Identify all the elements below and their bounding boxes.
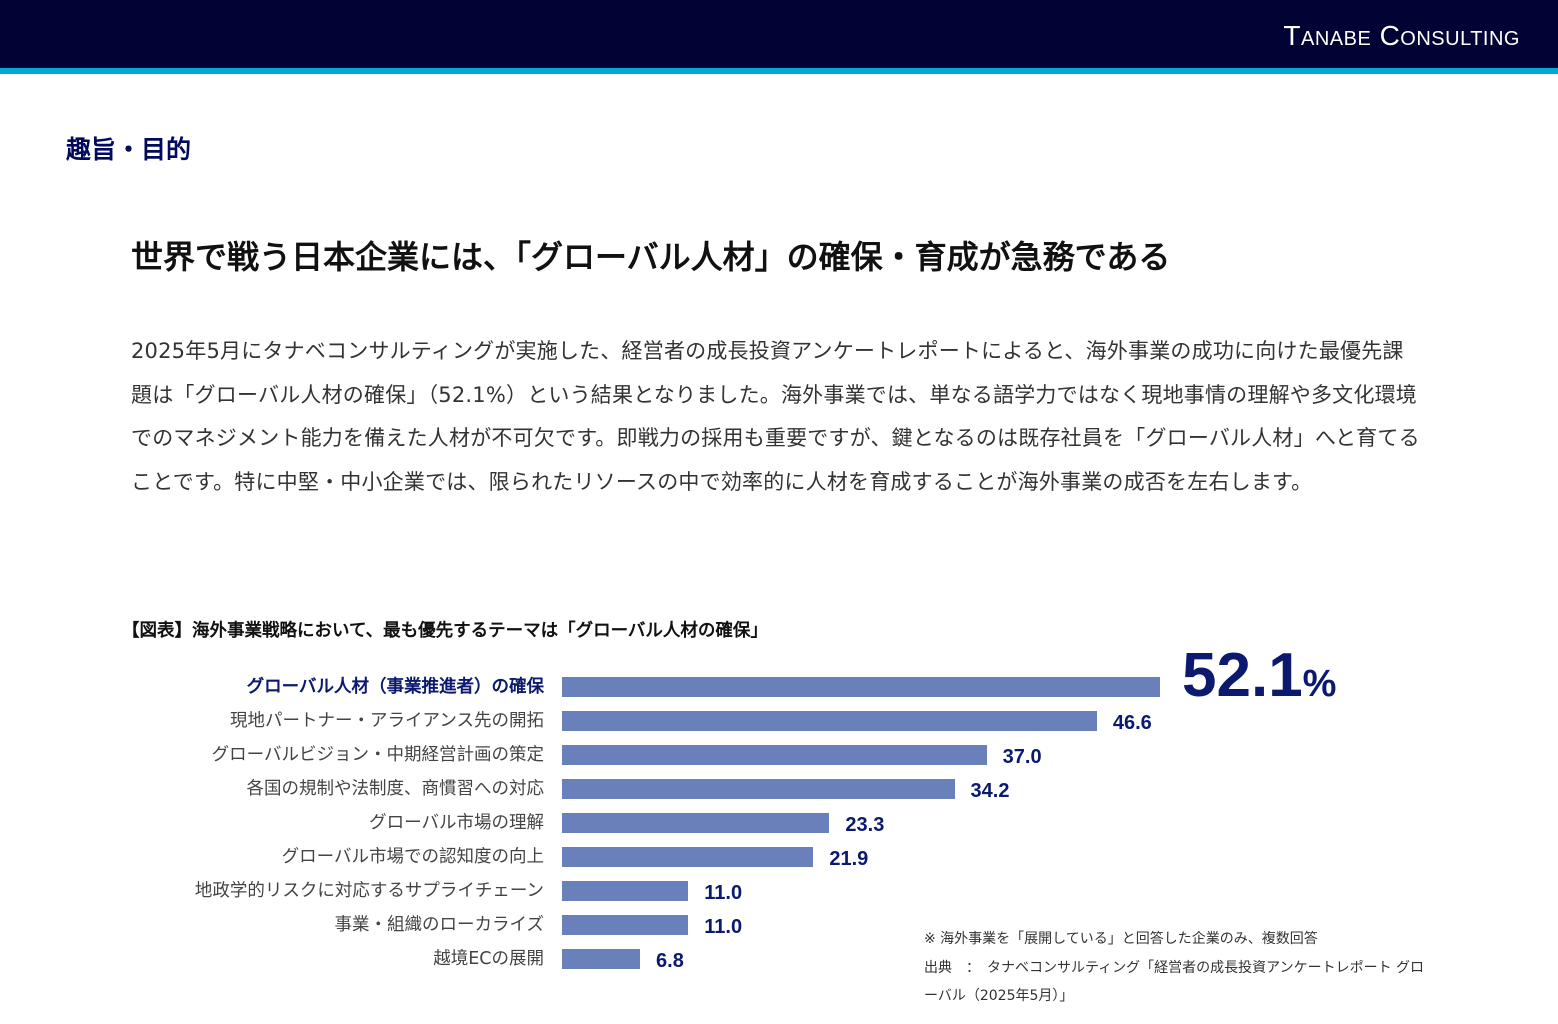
chart-row: 事業・組織のローカライズ 11.0 [0,908,1000,942]
note-source: 出典 ： タナベコンサルティング「経営者の成長投資アンケートレポート グローバル… [924,959,1425,1005]
highlight-value: 52.1% [1182,640,1382,711]
chart-notes: ※ 海外事業を「展開している」と回答した企業のみ、複数回答 出典 ： タナベコン… [924,925,1429,1011]
chart-row: グローバル人材（事業推進者）の確保 [0,670,1160,704]
header-accent-stripe [0,68,1558,74]
value-label: 37.0 [1002,746,1042,768]
chart-title: 【図表】海外事業戦略において、最も優先するテーマは「グローバル人材の確保」 [122,621,768,641]
category-label: グローバル市場の理解 [369,813,544,833]
note-scope: ※ 海外事業を「展開している」と回答した企業のみ、複数回答 [924,931,1318,947]
chart-row: グローバル市場の理解 23.3 [0,806,1000,840]
category-label: 事業・組織のローカライズ [334,915,544,935]
value-label: 11.0 [704,916,743,938]
category-label: 現地パートナー・アライアンス先の開拓 [230,711,544,731]
category-label: 越境ECの展開 [433,949,544,969]
value-label: 46.6 [1112,712,1152,734]
chart-row: 現地パートナー・アライアンス先の開拓 46.6 [0,704,1152,738]
header-bar: Tanabe Consulting [0,0,1558,68]
chart-row: グローバル市場での認知度の向上 21.9 [0,840,1000,874]
chart-row: グローバルビジョン・中期経営計画の策定 37.0 [0,738,1042,772]
chart-row: 各国の規制や法制度、商慣習への対応 34.2 [0,772,1009,806]
category-label: 各国の規制や法制度、商慣習への対応 [246,779,545,799]
highlight-number: 52.1 [1182,641,1303,710]
value-label: 11.0 [704,882,743,904]
chart-row: 越境ECの展開 6.8 [0,942,1000,976]
section-label: 趣旨・目的 [66,135,192,164]
bar [562,677,1160,697]
chart-row: 地政学的リスクに対応するサプライチェーン 11.0 [0,874,1000,908]
highlight-unit: % [1302,663,1337,705]
value-label: 23.3 [845,814,885,836]
bar [562,745,987,765]
category-label: 地政学的リスクに対応するサプライチェーン [194,881,544,901]
page-headline: 世界で戦う日本企業には、「グローバル人材」の確保・育成が急務である [131,238,1171,276]
bar [562,711,1097,731]
value-label: 34.2 [970,780,1010,802]
bar [562,813,830,833]
category-label: グローバルビジョン・中期経営計画の策定 [211,745,544,765]
bar [562,847,814,867]
category-label: グローバル市場での認知度の向上 [281,847,544,867]
value-label: 6.8 [656,950,684,972]
bar [562,779,955,799]
bar [562,915,689,935]
bar [562,881,689,901]
category-label: グローバル人材（事業推進者）の確保 [246,677,544,697]
body-paragraph: 2025年5月にタナベコンサルティングが実施した、経営者の成長投資アンケートレポ… [131,339,1420,494]
tanabe-consulting-logo: Tanabe Consulting [1283,20,1520,51]
bar [562,949,641,969]
value-label: 21.9 [829,848,869,870]
